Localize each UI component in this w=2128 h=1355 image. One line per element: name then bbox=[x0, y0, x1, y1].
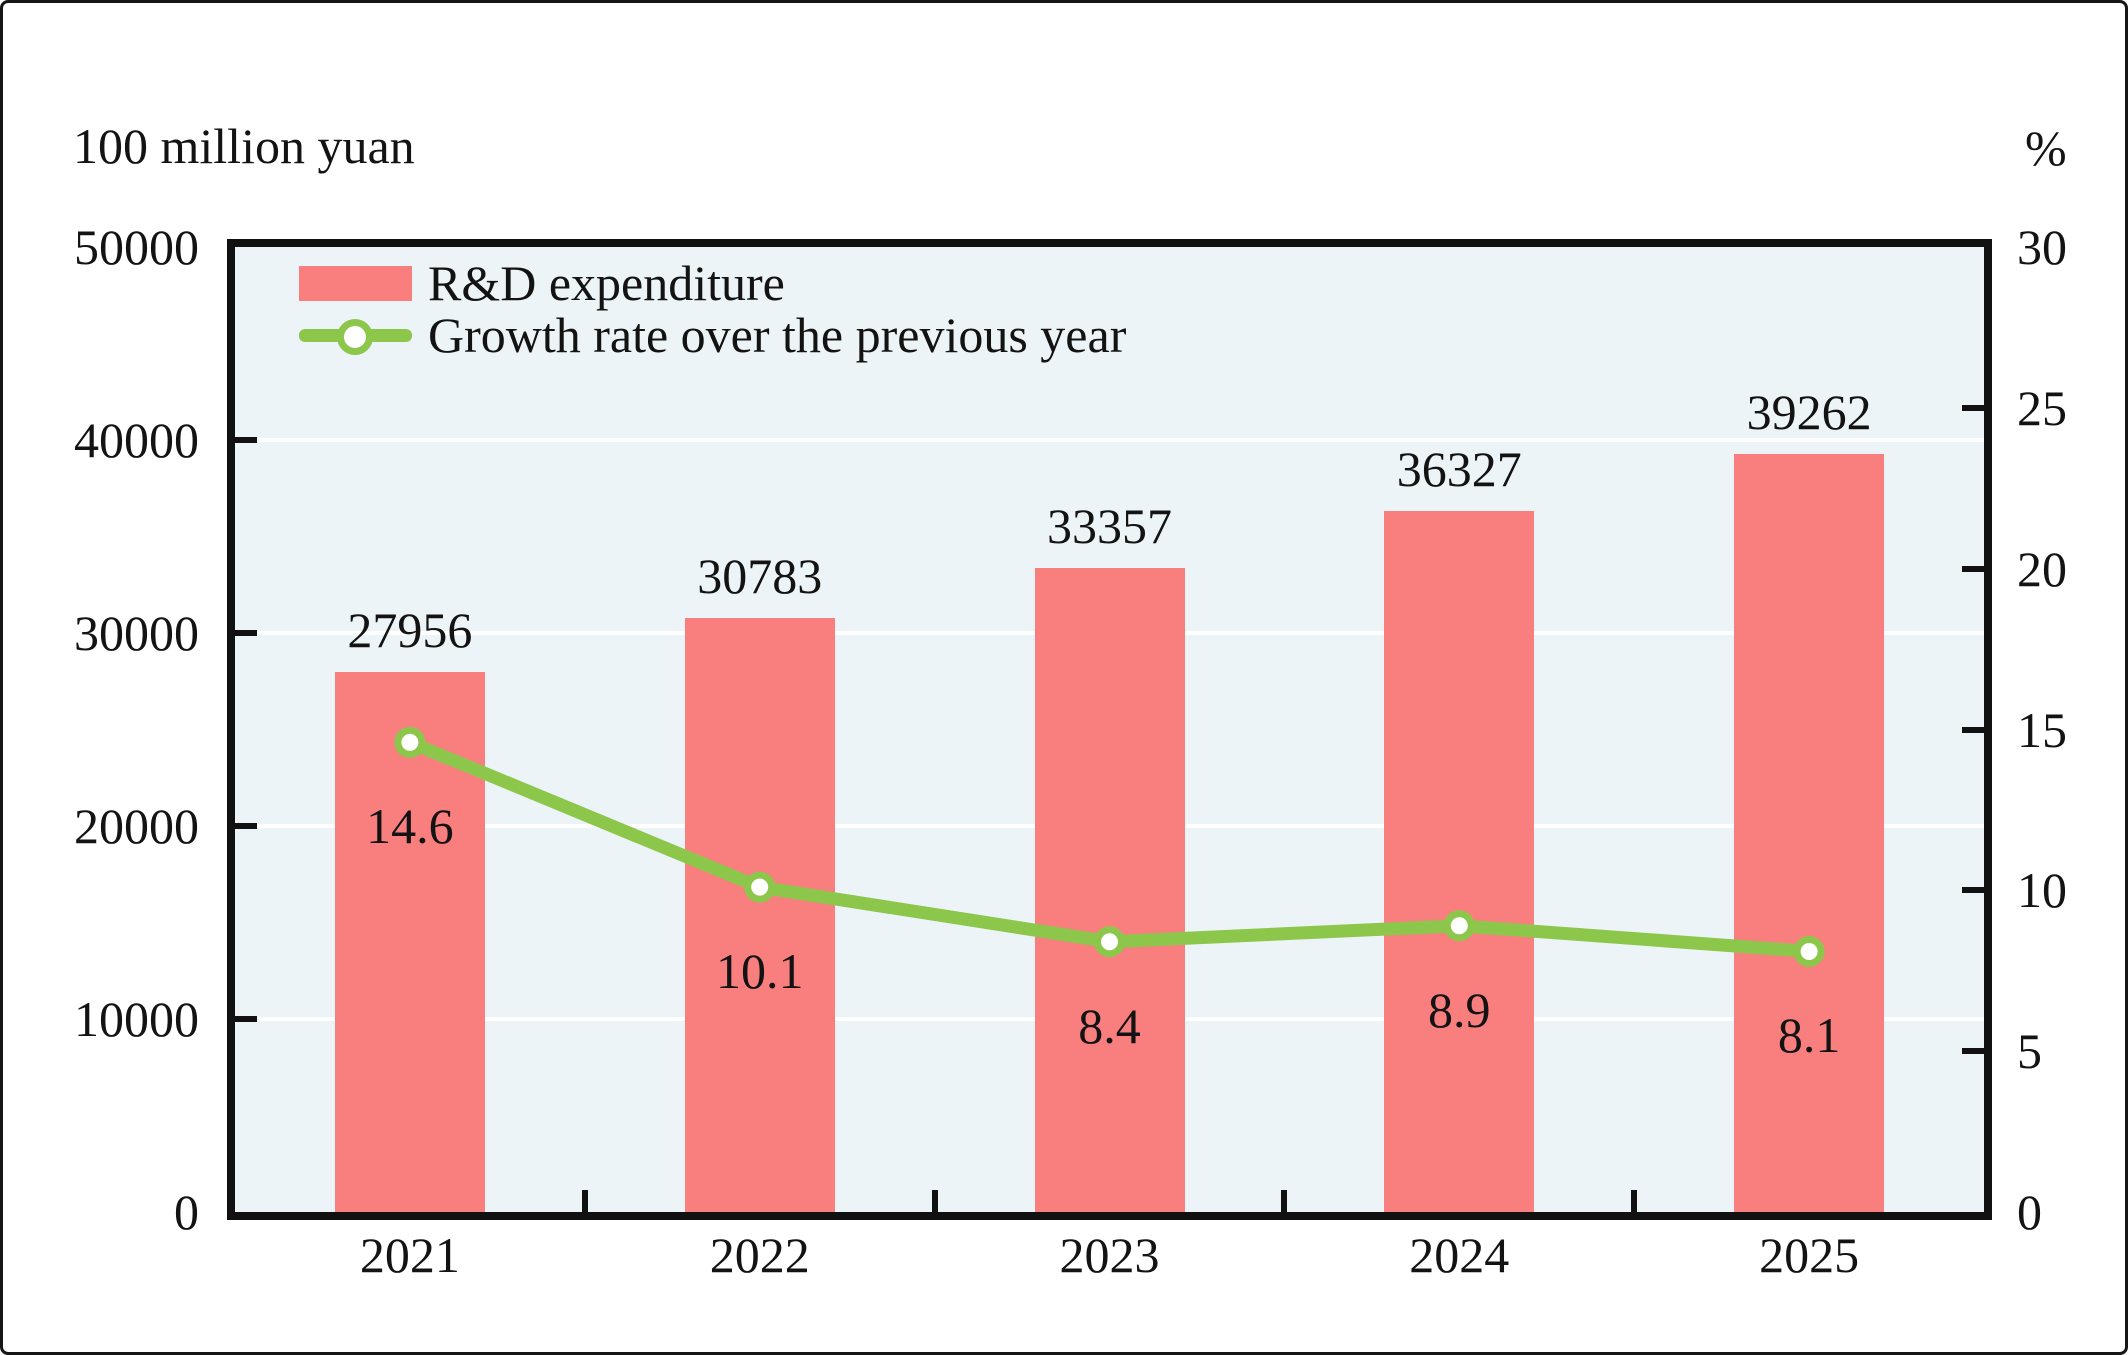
growth-rate-label-2022: 10.1 bbox=[715, 943, 804, 1000]
left-axis-tick-10000 bbox=[235, 1016, 257, 1022]
right-axis-tick-label-10: 10 bbox=[2017, 862, 2067, 919]
line-series-swatch bbox=[299, 318, 412, 355]
left-axis-tick-label-30000: 30000 bbox=[74, 605, 199, 661]
marker-2021 bbox=[394, 726, 426, 758]
bar-value-label-2021: 27956 bbox=[347, 602, 473, 659]
right-axis-tick-10 bbox=[1962, 887, 1984, 894]
legend-item-rd-expenditure: R&D expenditure bbox=[299, 257, 1126, 309]
right-axis-tick-label-15: 15 bbox=[2017, 701, 2067, 758]
x-axis-label-2021: 2021 bbox=[359, 1227, 460, 1283]
x-axis-label-2023: 2023 bbox=[1059, 1227, 1160, 1283]
legend: R&D expenditure Growth rate over the pre… bbox=[299, 257, 1126, 361]
x-axis-tick-4 bbox=[1631, 1190, 1638, 1212]
bar-value-label-2024: 36327 bbox=[1396, 440, 1522, 497]
bar-2022 bbox=[684, 617, 835, 1212]
legend-label-growth-rate: Growth rate over the previous year bbox=[428, 307, 1127, 363]
legend-label-rd-expenditure: R&D expenditure bbox=[428, 255, 785, 311]
left-axis-title: 100 million yuan bbox=[73, 118, 415, 174]
bar-2024 bbox=[1384, 510, 1535, 1212]
x-axis-label-2022: 2022 bbox=[709, 1227, 810, 1283]
right-axis-tick-20 bbox=[1962, 565, 1984, 572]
x-axis-tick-1 bbox=[581, 1190, 588, 1212]
plot-area: 27956 30783 33357 36327 39262 14.6 10.1 8.4 8.9 8… bbox=[227, 239, 1992, 1220]
left-axis-tick-40000 bbox=[235, 437, 257, 443]
left-axis-tick-30000 bbox=[235, 630, 257, 636]
bar-value-label-2023: 33357 bbox=[1047, 498, 1172, 555]
bar-value-label-2022: 30783 bbox=[697, 547, 823, 604]
right-axis-tick-label-30: 30 bbox=[2017, 219, 2067, 275]
bar-2025 bbox=[1734, 454, 1885, 1212]
marker-2022 bbox=[744, 871, 776, 903]
line-sample-marker-icon bbox=[337, 318, 373, 355]
right-axis-tick-5 bbox=[1962, 1048, 1984, 1055]
x-axis-label-2025: 2025 bbox=[1759, 1227, 1860, 1283]
marker-2025 bbox=[1793, 935, 1825, 967]
growth-rate-label-2023: 8.4 bbox=[1078, 997, 1141, 1054]
right-axis-tick-label-0: 0 bbox=[2017, 1184, 2042, 1240]
growth-rate-polyline bbox=[403, 735, 1816, 958]
right-axis-title: % bbox=[2025, 120, 2067, 176]
gridline-40000 bbox=[235, 438, 1984, 442]
left-axis-tick-20000 bbox=[235, 823, 257, 829]
x-axis-label-2024: 2024 bbox=[1409, 1227, 1510, 1283]
marker-2023 bbox=[1094, 926, 1125, 958]
growth-rate-label-2025: 8.1 bbox=[1777, 1007, 1841, 1064]
x-axis-tick-3 bbox=[1281, 1190, 1288, 1212]
left-axis-tick-label-50000: 50000 bbox=[74, 219, 199, 275]
bar-series-swatch bbox=[299, 265, 412, 301]
bar-2023 bbox=[1034, 568, 1185, 1212]
right-axis-tick-25 bbox=[1962, 404, 1984, 411]
x-axis-tick-2 bbox=[931, 1190, 938, 1212]
left-axis-tick-label-10000: 10000 bbox=[74, 991, 199, 1047]
right-axis-tick-label-25: 25 bbox=[2017, 379, 2067, 436]
marker-2024 bbox=[1443, 910, 1475, 942]
right-axis-tick-label-5: 5 bbox=[2017, 1023, 2042, 1080]
growth-rate-line bbox=[394, 726, 1825, 967]
legend-item-growth-rate: Growth rate over the previous year bbox=[299, 309, 1126, 361]
right-axis-tick-label-20: 20 bbox=[2017, 540, 2067, 597]
left-axis-tick-label-20000: 20000 bbox=[74, 798, 199, 854]
left-axis-tick-label-0: 0 bbox=[174, 1184, 199, 1240]
bar-value-label-2025: 39262 bbox=[1746, 384, 1872, 441]
growth-rate-label-2024: 8.9 bbox=[1428, 981, 1491, 1038]
left-axis-tick-label-40000: 40000 bbox=[74, 412, 199, 468]
growth-rate-label-2021: 14.6 bbox=[366, 798, 454, 855]
right-axis-tick-15 bbox=[1962, 726, 1984, 733]
